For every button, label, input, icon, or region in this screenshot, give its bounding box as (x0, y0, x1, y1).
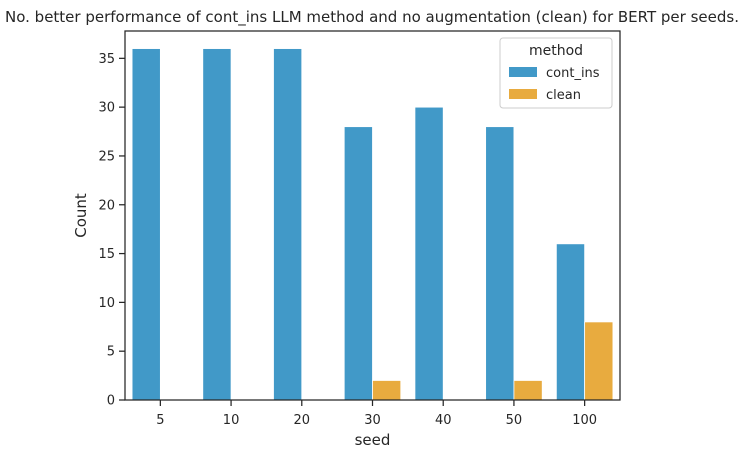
x-tick-label: 20 (294, 413, 311, 428)
bar-cont_ins-50 (485, 126, 515, 401)
bar-cont_ins-10 (202, 48, 232, 401)
bar-cont_ins-20 (273, 48, 303, 401)
x-tick-label: 50 (506, 413, 523, 428)
legend-swatch-cont_ins (509, 67, 537, 77)
legend-label-cont_ins: cont_ins (546, 66, 600, 81)
bar-cont_ins-100 (555, 243, 586, 401)
chart-title: No. better performance of cont_ins LLM m… (5, 8, 739, 27)
x-tick-label: 5 (156, 413, 164, 428)
bar-clean-50 (513, 380, 543, 401)
bars-layer (131, 48, 614, 401)
bar-clean-100 (584, 321, 614, 401)
y-tick-label: 15 (98, 247, 115, 262)
y-tick-label: 10 (98, 296, 115, 311)
y-tick-label: 20 (98, 198, 115, 213)
y-tick-label: 30 (98, 101, 115, 116)
x-tick-label: 40 (435, 413, 452, 428)
legend-swatch-clean (509, 89, 537, 99)
y-tick-label: 5 (107, 345, 115, 360)
axes-layer: 5 10 20 30 40 50 100 0 5 10 15 20 25 30 35 (98, 30, 621, 428)
bar-clean-30 (372, 380, 402, 401)
x-axis-label: seed (355, 431, 391, 449)
x-tick-label: 10 (223, 413, 240, 428)
bar-cont_ins-5 (131, 48, 161, 401)
legend-label-clean: clean (546, 88, 581, 103)
legend-title: method (529, 43, 583, 59)
y-tick-label: 0 (107, 394, 115, 409)
x-tick-label: 100 (572, 413, 597, 428)
y-tick-label: 25 (98, 149, 115, 164)
bar-cont_ins-30 (343, 126, 373, 401)
y-tick-label: 35 (98, 52, 115, 67)
x-tick-label: 30 (364, 413, 381, 428)
bar-cont_ins-40 (414, 106, 444, 401)
y-axis-label: Count (72, 193, 90, 238)
